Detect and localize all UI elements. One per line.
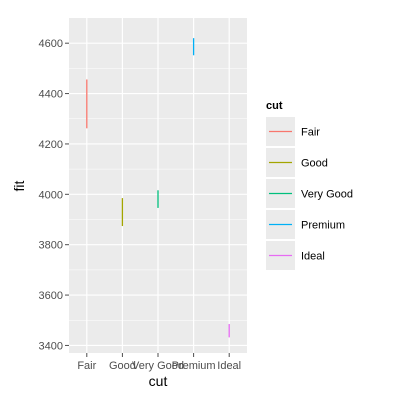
y-tick-label: 4600 — [39, 38, 63, 50]
x-tick-label: Good — [109, 360, 136, 372]
legend-label: Very Good — [301, 189, 353, 201]
y-tick-label: 4200 — [39, 139, 63, 151]
y-tick-label: 3800 — [39, 240, 63, 252]
y-axis-title: fit — [11, 180, 27, 191]
y-tick-label: 4000 — [39, 189, 63, 201]
y-tick-label: 3400 — [39, 340, 63, 352]
legend: cut Fair Good Very Good Premium Ideal — [266, 100, 353, 270]
y-tick-label: 3600 — [39, 290, 63, 302]
x-tick-label: Ideal — [217, 360, 241, 372]
x-tick-label: Fair — [77, 360, 96, 372]
legend-label: Premium — [301, 220, 345, 232]
error-bars — [86, 38, 230, 338]
x-tick-label: Very Good — [132, 360, 184, 372]
y-tick-label: 4400 — [39, 89, 63, 101]
x-tick-label: Premium — [172, 360, 216, 372]
legend-title: cut — [266, 100, 283, 112]
legend-label: Fair — [301, 127, 320, 139]
legend-label: Good — [301, 158, 328, 170]
x-axis-title: cut — [149, 373, 168, 389]
y-axis: 3400 3600 3800 4000 4200 4400 4600 — [39, 38, 69, 352]
legend-label: Ideal — [301, 251, 325, 263]
